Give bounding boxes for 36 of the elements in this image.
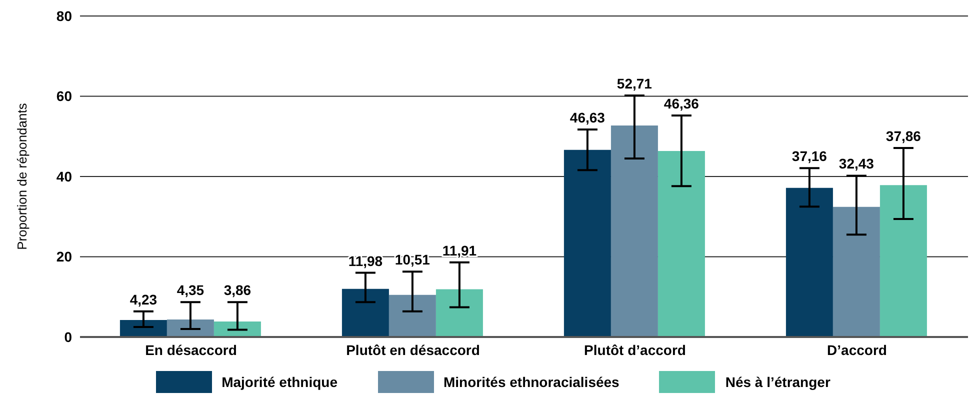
data-label: 32,43 <box>838 156 874 172</box>
data-label: 37,16 <box>792 148 828 164</box>
bar <box>214 322 261 337</box>
bar <box>342 288 389 337</box>
data-label: 11,98 <box>348 252 383 269</box>
y-tick-label: 40 <box>56 168 72 184</box>
y-tick-label: 0 <box>64 328 72 345</box>
x-tick-label: En désaccord <box>145 342 237 358</box>
legend-label: Majorité ethnique <box>222 374 338 390</box>
legend-label: Minorités ethnoracialisées <box>444 374 620 390</box>
bar <box>832 206 880 337</box>
bar <box>120 320 167 337</box>
x-tick-label: D’accord <box>827 342 887 358</box>
y-tick-label: 80 <box>56 8 72 24</box>
y-tick-label: 60 <box>56 88 72 104</box>
y-axis-title: Proportion de répondants <box>14 102 30 250</box>
bar <box>388 294 436 337</box>
bar <box>658 150 705 337</box>
x-tick-label: Plutôt d’accord <box>584 342 686 358</box>
bar <box>880 185 927 337</box>
data-label: 37,86 <box>886 128 922 144</box>
bar <box>610 126 658 337</box>
bar <box>786 188 833 337</box>
x-tick-label: Plutôt en désaccord <box>346 342 480 358</box>
data-label: 4,23 <box>130 291 158 308</box>
bar <box>166 320 214 337</box>
bar <box>436 289 483 337</box>
legend-label: Nés à l’étranger <box>725 374 830 390</box>
bar <box>564 150 611 337</box>
data-label: 11,91 <box>442 242 477 258</box>
data-label: 52,71 <box>616 75 652 92</box>
data-label: 46,36 <box>664 96 700 112</box>
data-label: 46,63 <box>570 110 606 126</box>
y-tick-label: 20 <box>56 248 72 265</box>
data-label: 3,86 <box>224 282 252 298</box>
data-label: 4,35 <box>176 282 204 298</box>
